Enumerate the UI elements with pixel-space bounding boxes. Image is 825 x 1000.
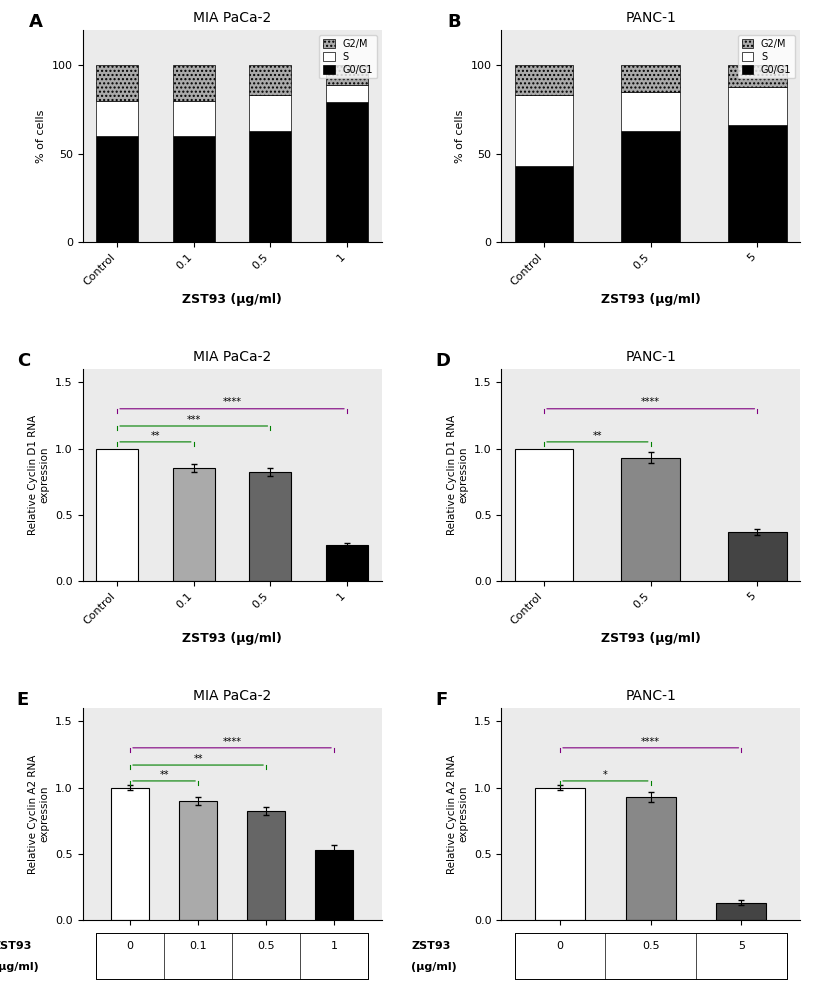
Y-axis label: % of cells: % of cells <box>36 109 46 163</box>
Text: (μg/ml): (μg/ml) <box>0 962 39 972</box>
Y-axis label: Relative Cyclin A2 RNA
expression: Relative Cyclin A2 RNA expression <box>28 754 50 874</box>
Bar <box>96 136 139 242</box>
X-axis label: ZST93 (μg/ml): ZST93 (μg/ml) <box>601 293 700 306</box>
Bar <box>515 166 573 242</box>
Bar <box>728 65 787 87</box>
Title: MIA PaCa-2: MIA PaCa-2 <box>193 350 271 364</box>
Y-axis label: Relative Cyclin D1 RNA
expression: Relative Cyclin D1 RNA expression <box>28 415 50 535</box>
Text: F: F <box>436 691 448 709</box>
Bar <box>111 788 148 920</box>
Text: 0.5: 0.5 <box>257 941 275 951</box>
X-axis label: ZST93 (μg/ml): ZST93 (μg/ml) <box>182 293 282 306</box>
Title: MIA PaCa-2: MIA PaCa-2 <box>193 11 271 25</box>
Bar <box>172 468 214 581</box>
Bar <box>96 933 368 979</box>
Bar <box>621 65 680 92</box>
Legend: G2/M, S, G0/G1: G2/M, S, G0/G1 <box>738 35 795 78</box>
Bar <box>249 472 291 581</box>
Text: 0.1: 0.1 <box>189 941 207 951</box>
Text: ****: **** <box>223 397 242 407</box>
Bar <box>621 92 680 131</box>
Text: 0: 0 <box>126 941 134 951</box>
Bar <box>326 102 368 242</box>
Y-axis label: Relative Cyclin A2 RNA
expression: Relative Cyclin A2 RNA expression <box>446 754 469 874</box>
Bar <box>728 87 787 125</box>
Text: ****: **** <box>223 737 242 747</box>
Text: (μg/ml): (μg/ml) <box>412 962 457 972</box>
X-axis label: ZST93 (μg/ml): ZST93 (μg/ml) <box>182 632 282 645</box>
Bar <box>621 458 680 581</box>
Text: *: * <box>603 770 608 780</box>
Text: **: ** <box>151 431 160 441</box>
Bar <box>728 125 787 242</box>
Text: ZST93: ZST93 <box>0 941 32 951</box>
Text: **: ** <box>592 431 602 441</box>
Bar <box>248 811 285 920</box>
Bar <box>326 545 368 581</box>
X-axis label: ZST93 (μg/ml): ZST93 (μg/ml) <box>601 632 700 645</box>
Text: **: ** <box>159 770 169 780</box>
Title: PANC-1: PANC-1 <box>625 689 676 703</box>
Text: ZST93: ZST93 <box>412 941 450 951</box>
Text: 0: 0 <box>557 941 563 951</box>
Legend: G2/M, S, G0/G1: G2/M, S, G0/G1 <box>319 35 377 78</box>
Text: E: E <box>16 691 29 709</box>
Bar <box>96 449 139 581</box>
Bar <box>621 131 680 242</box>
Bar <box>515 95 573 166</box>
Text: **: ** <box>193 754 203 764</box>
Text: ****: **** <box>641 397 660 407</box>
Bar <box>96 101 139 136</box>
Bar <box>172 65 214 101</box>
Bar <box>249 65 291 95</box>
Text: B: B <box>447 13 461 31</box>
Bar <box>172 136 214 242</box>
Text: ***: *** <box>186 415 200 425</box>
Bar <box>728 532 787 581</box>
Title: PANC-1: PANC-1 <box>625 11 676 25</box>
Y-axis label: Relative Cyclin D1 RNA
expression: Relative Cyclin D1 RNA expression <box>446 415 469 535</box>
Bar <box>535 788 585 920</box>
Bar <box>249 95 291 131</box>
Bar <box>515 65 573 95</box>
Text: ****: **** <box>641 737 660 747</box>
Bar <box>315 850 352 920</box>
Bar <box>326 65 368 85</box>
Bar <box>515 449 573 581</box>
Bar <box>172 101 214 136</box>
Title: PANC-1: PANC-1 <box>625 350 676 364</box>
Bar <box>96 65 139 101</box>
Text: A: A <box>29 13 43 31</box>
Bar <box>249 131 291 242</box>
Bar <box>326 85 368 102</box>
Bar <box>716 903 766 920</box>
Bar <box>515 933 787 979</box>
Text: 0.5: 0.5 <box>642 941 659 951</box>
Text: 5: 5 <box>738 941 745 951</box>
Text: D: D <box>436 352 450 370</box>
Title: MIA PaCa-2: MIA PaCa-2 <box>193 689 271 703</box>
Bar <box>626 797 676 920</box>
Text: 1: 1 <box>331 941 337 951</box>
Y-axis label: % of cells: % of cells <box>455 109 465 163</box>
Bar <box>179 801 217 920</box>
Text: C: C <box>16 352 30 370</box>
